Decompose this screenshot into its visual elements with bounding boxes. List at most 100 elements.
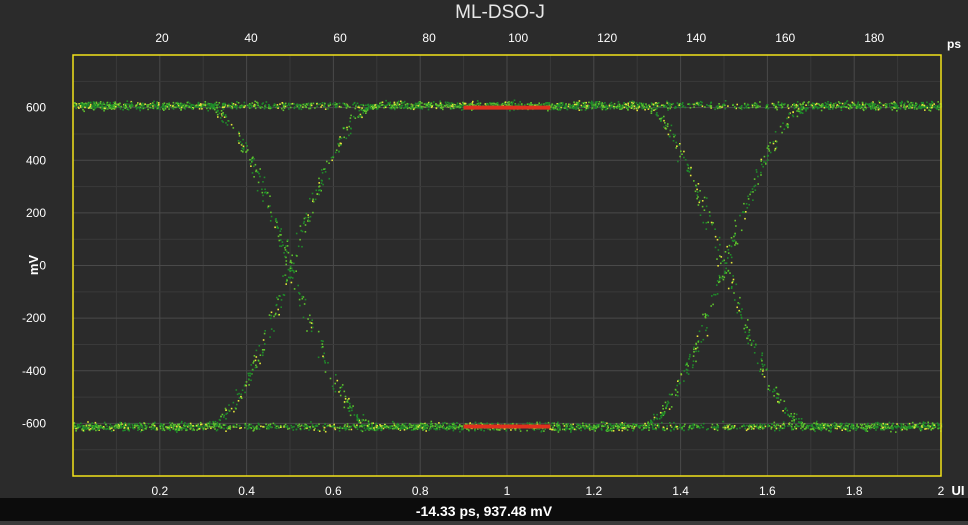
trace-sample-point [357, 116, 359, 118]
trace-sample-point [818, 103, 821, 105]
trace-sample-point [551, 422, 554, 424]
trace-sample-point [717, 105, 719, 107]
trace-sample-point [651, 103, 653, 106]
trace-sample-point [367, 105, 370, 108]
trace-sample-point [272, 422, 275, 425]
trace-sample-point [224, 105, 227, 107]
trace-sample-point [752, 103, 755, 106]
trace-sample-point [780, 427, 782, 430]
trace-sample-point [321, 102, 324, 104]
trace-sample-point [400, 100, 402, 103]
trace-sample-point [147, 108, 149, 111]
trace-sample-point [911, 103, 914, 106]
trace-sample-point [276, 226, 278, 229]
trace-sample-point [750, 344, 753, 346]
trace-sample-point [180, 428, 182, 431]
trace-sample-point [661, 104, 663, 107]
trace-sample-point [209, 426, 211, 428]
trace-sample-point [254, 100, 256, 103]
trace-sample-point [716, 280, 719, 282]
trace-sample-point [865, 102, 867, 105]
trace-sample-point [921, 102, 924, 105]
trace-sample-point [469, 422, 471, 424]
trace-sample-point [752, 340, 755, 342]
trace-sample-point [886, 427, 888, 430]
trace-sample-point [776, 423, 779, 425]
trace-sample-point [697, 426, 700, 429]
trace-sample-point [427, 102, 430, 105]
trace-sample-point [439, 104, 441, 106]
trace-sample-point [548, 104, 551, 106]
trace-sample-point [196, 429, 198, 431]
trace-sample-point [356, 426, 359, 428]
trace-sample-point [334, 102, 336, 104]
trace-sample-point [323, 104, 325, 107]
trace-sample-point [613, 105, 615, 108]
trace-sample-point [134, 105, 137, 108]
trace-sample-point [524, 104, 526, 106]
trace-sample-point [557, 431, 560, 433]
trace-sample-point [139, 425, 141, 428]
trace-sample-point [736, 311, 739, 314]
trace-sample-point [910, 101, 912, 104]
trace-sample-point [119, 102, 121, 105]
trace-sample-point [657, 423, 659, 425]
trace-sample-point [349, 426, 352, 428]
trace-sample-point [669, 106, 671, 108]
trace-sample-point [191, 108, 193, 110]
trace-sample-point [200, 103, 202, 105]
trace-sample-point [762, 165, 764, 168]
trace-sample-point [206, 422, 208, 425]
trace-sample-point [332, 155, 334, 158]
trace-sample-point [753, 424, 755, 426]
trace-sample-point [775, 397, 778, 399]
trace-sample-point [715, 426, 718, 429]
trace-sample-point [199, 425, 201, 428]
trace-sample-point [619, 427, 622, 429]
trace-sample-point [714, 108, 716, 111]
trace-sample-point [587, 427, 589, 429]
trace-sample-point [922, 103, 924, 105]
trace-sample-point [185, 429, 187, 432]
trace-sample-point [262, 339, 265, 341]
trace-sample-point [584, 102, 586, 105]
trace-sample-point [474, 429, 476, 432]
trace-sample-point [814, 423, 817, 426]
trace-sample-point [595, 102, 598, 104]
trace-sample-point [318, 182, 320, 184]
trace-sample-point [734, 106, 736, 109]
trace-sample-point [105, 107, 107, 110]
trace-sample-point [806, 425, 808, 427]
trace-sample-point [304, 216, 307, 219]
trace-sample-point [179, 106, 181, 108]
trace-sample-point [824, 423, 826, 426]
trace-sample-point [349, 414, 352, 417]
trace-sample-point [904, 108, 907, 110]
trace-sample-point [73, 105, 75, 107]
eye-diagram-chart[interactable]: ML-DSO-J 20 40 60 80 100 120 140 160 180 0.2 0.4 0… [0, 0, 968, 498]
trace-sample-point [689, 426, 692, 429]
trace-sample-point [238, 397, 241, 399]
trace-sample-point [430, 106, 433, 109]
trace-sample-point [828, 108, 830, 110]
trace-sample-point [534, 104, 536, 107]
trace-sample-point [117, 425, 119, 427]
trace-sample-point [359, 113, 362, 116]
trace-sample-point [557, 427, 559, 429]
trace-sample-point [453, 426, 455, 428]
trace-sample-point [253, 103, 256, 106]
trace-sample-point [795, 103, 798, 106]
trace-sample-point [797, 105, 799, 108]
trace-sample-point [756, 424, 758, 426]
trace-sample-point [749, 193, 751, 196]
trace-sample-point [471, 109, 473, 111]
trace-sample-point [761, 352, 764, 354]
trace-sample-point [508, 101, 510, 103]
trace-sample-point [512, 422, 514, 425]
trace-sample-point [228, 409, 230, 412]
trace-sample-point [803, 107, 806, 110]
trace-sample-point [721, 260, 724, 262]
trace-sample-point [214, 428, 216, 430]
trace-sample-point [759, 428, 761, 430]
